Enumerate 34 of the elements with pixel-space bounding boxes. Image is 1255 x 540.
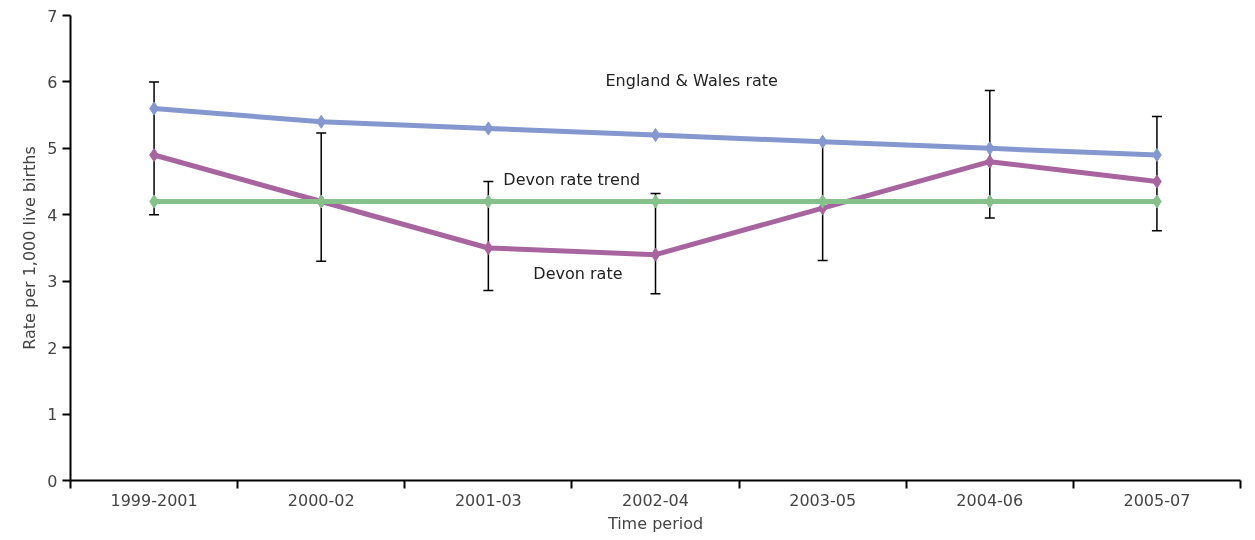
y-tick-label: 0 (47, 471, 58, 491)
point (984, 141, 995, 156)
point (817, 194, 828, 209)
point (984, 194, 995, 209)
annotation: England & Wales rate (605, 70, 778, 90)
annotation: Devon rate (533, 263, 623, 283)
y-tick-label: 3 (47, 272, 58, 292)
point (650, 247, 661, 262)
x-tick-label: 1999-2001 (110, 490, 198, 510)
point (650, 194, 661, 209)
point (817, 134, 828, 149)
y-tick-label: 1 (47, 405, 58, 425)
point (483, 121, 494, 136)
x-tick-label: 2002-04 (622, 490, 689, 510)
point (483, 194, 494, 209)
y-tick-label: 4 (47, 205, 58, 225)
x-tick-label: 2005-07 (1123, 490, 1191, 510)
x-axis-title: Time period (606, 513, 704, 533)
point (483, 241, 494, 255)
y-tick-label: 2 (47, 338, 58, 358)
y-tick-label: 6 (47, 72, 58, 92)
point (1152, 148, 1162, 162)
point (149, 148, 159, 162)
x-tick-label: 2003-05 (789, 490, 857, 510)
y-tick-label: 5 (47, 139, 58, 159)
point (984, 154, 995, 169)
x-tick-label: 2004-06 (956, 490, 1024, 510)
y-axis-title: Rate per 1,000 live births (20, 146, 40, 350)
annotation: Devon rate trend (503, 170, 641, 189)
point (316, 114, 327, 129)
point (650, 128, 661, 143)
x-tick-label: 2000-02 (287, 490, 355, 510)
y-tick-label: 7 (47, 6, 58, 26)
x-tick-label: 2001-03 (454, 490, 522, 510)
